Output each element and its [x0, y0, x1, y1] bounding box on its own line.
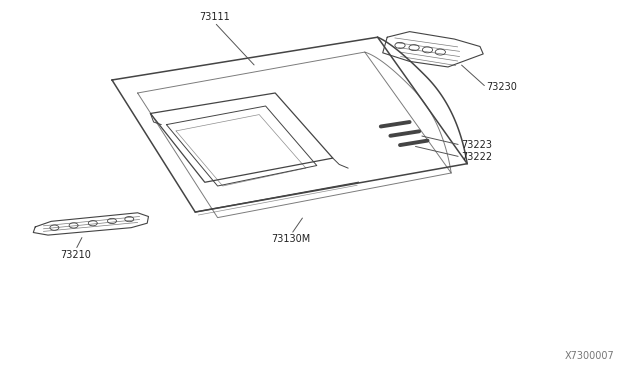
Text: 73210: 73210	[60, 250, 91, 260]
Text: 73111: 73111	[199, 12, 230, 22]
Text: 73223: 73223	[461, 140, 492, 150]
Text: X7300007: X7300007	[564, 351, 614, 361]
Text: 73222: 73222	[461, 152, 492, 162]
Text: 73130M: 73130M	[271, 234, 311, 244]
Text: 73230: 73230	[486, 83, 517, 92]
